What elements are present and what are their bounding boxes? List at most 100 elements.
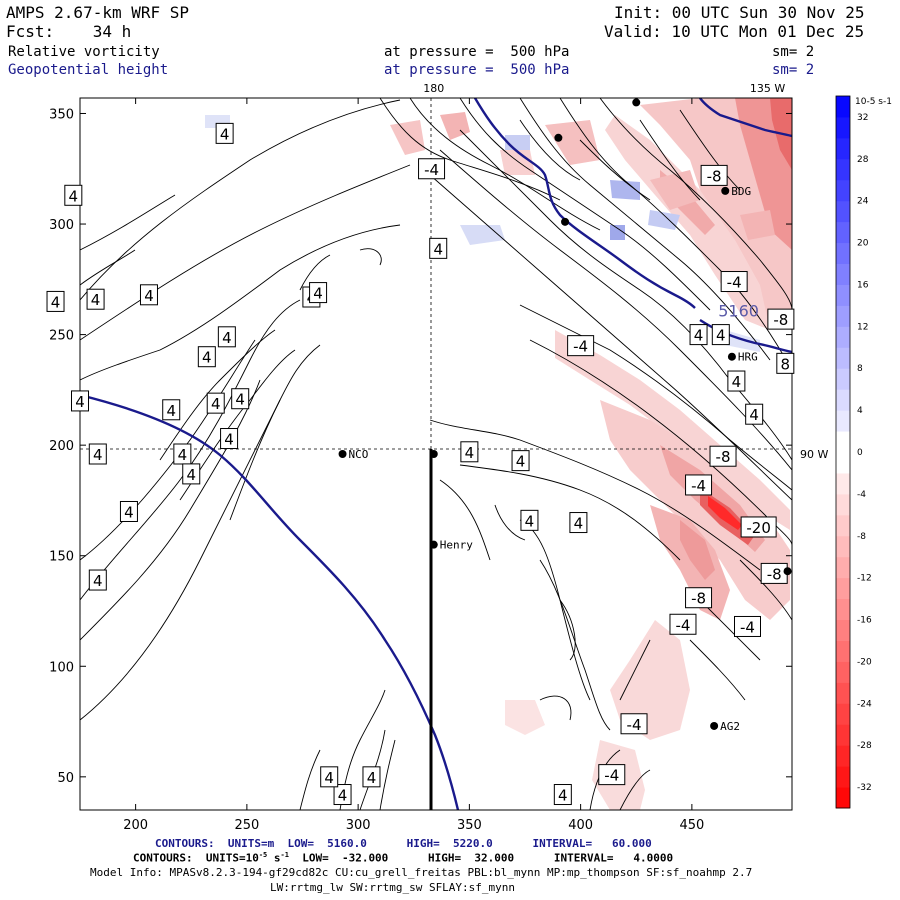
vort-info-c: LOW= -32.000 HIGH= 32.000 INTERVAL= 4.00… xyxy=(288,851,674,865)
contour-label-text: 4 xyxy=(465,444,475,462)
contour-label: 4 xyxy=(711,324,730,346)
contour-label-box xyxy=(220,428,239,450)
field1-smooth: sm= 2 xyxy=(772,44,815,60)
point-marker xyxy=(783,567,792,576)
contour-label-box xyxy=(362,766,381,788)
contour-label-box xyxy=(215,122,234,144)
contour-label-text: -4 xyxy=(740,618,755,636)
contour-label-text: 4 xyxy=(224,431,234,449)
contour-label-text: 8 xyxy=(781,355,791,373)
station-marker xyxy=(721,186,730,195)
contour-label-box xyxy=(553,784,572,806)
station-label: Henry xyxy=(440,539,473,552)
colorbar-tick-label: -12 xyxy=(857,574,872,584)
contour-label-box xyxy=(569,512,588,534)
colorbar-segment xyxy=(836,556,850,579)
contour-label-text: -8 xyxy=(716,448,731,466)
contour-label-text: -4 xyxy=(573,338,588,356)
contour-label-text: -4 xyxy=(727,274,742,292)
height-contour-info: CONTOURS: UNITS=m LOW= 5160.0 HIGH= 5220… xyxy=(155,837,652,850)
contour-label: 4 xyxy=(460,441,479,463)
valid-time: Valid: 10 UTC Mon 01 Dec 25 xyxy=(604,22,865,41)
contour-label-text: 4 xyxy=(235,391,245,409)
contour-label-box xyxy=(119,500,138,522)
axes-layer: 200 250 300 350 400 450 50 100 150 200 250 300 350 18… xyxy=(49,82,828,833)
contour-label: -4 xyxy=(418,158,446,180)
contour-label: 4 xyxy=(64,184,83,206)
contour-label: 4 xyxy=(119,500,138,522)
contour-label-box xyxy=(700,164,728,186)
contour-label-box xyxy=(711,324,730,346)
station-marker xyxy=(338,450,347,458)
colorbar-segment xyxy=(836,221,850,244)
colorbar-segment xyxy=(836,703,850,725)
contour-label-box xyxy=(309,282,328,304)
contour-label-box xyxy=(689,324,708,346)
vort-info-exp2: -1 xyxy=(280,851,289,859)
contour-label: 4 xyxy=(689,324,708,346)
contour-label-box xyxy=(88,443,107,465)
contour-label-box xyxy=(429,237,448,259)
contour-label-text: 4 xyxy=(51,293,61,311)
contour-label: 4 xyxy=(206,392,225,414)
y-tick-label: 350 xyxy=(49,107,74,122)
colorbar-segment xyxy=(836,410,850,432)
contour-label: 4 xyxy=(511,450,530,472)
contour-label-box xyxy=(162,399,181,421)
y-tick-label: 150 xyxy=(49,550,74,565)
colorbar-tick-label: 16 xyxy=(857,280,869,290)
positive-vorticity-shading xyxy=(205,115,760,352)
contour-label-box xyxy=(620,713,648,735)
contour-label-text: 4 xyxy=(220,125,230,143)
contour-label-text: -8 xyxy=(767,565,782,583)
vorticity-contour-info: CONTOURS: UNITS=10-5 s-1 LOW= -32.000 HI… xyxy=(133,852,673,864)
colorbar-tick-label: -8 xyxy=(857,532,866,542)
contour-label: 4 xyxy=(215,122,234,144)
x-tick-label: 300 xyxy=(346,818,371,833)
colorbar-frame xyxy=(835,95,851,809)
contour-label-box xyxy=(767,308,795,330)
vort-info-a: CONTOURS: UNITS=10 xyxy=(133,851,259,865)
contour-label: 4 xyxy=(520,509,539,531)
contour-label-text: 4 xyxy=(749,406,759,424)
colorbar-tick-label: 20 xyxy=(857,239,869,249)
contour-label-box xyxy=(727,370,746,392)
contour-label-text: 4 xyxy=(91,291,101,309)
contour-label-box xyxy=(320,766,339,788)
contour-label-text: -4 xyxy=(424,161,439,179)
contour-label: 4 xyxy=(569,512,588,534)
contour-label: 4 xyxy=(429,237,448,259)
contour-label-text: 4 xyxy=(69,187,79,205)
colorbar-segment xyxy=(836,787,850,809)
station-label: NCO xyxy=(349,448,369,461)
contour-label: -4 xyxy=(567,335,595,357)
contour-label-text: 4 xyxy=(324,769,334,787)
x-tick-label: 250 xyxy=(234,818,259,833)
colorbar-segment xyxy=(836,452,850,474)
colorbar-segment xyxy=(836,116,850,139)
colorbar-segment xyxy=(836,242,850,265)
contour-label-box xyxy=(182,463,201,485)
contour-label-box xyxy=(734,615,761,637)
contour-label: 4 xyxy=(745,403,764,425)
height-contours xyxy=(80,98,792,810)
stations-layer: NCO Henry BDG HRG AG2 xyxy=(338,98,792,733)
contour-label-text: 4 xyxy=(178,446,188,464)
colorbar-segment xyxy=(836,305,850,327)
contour-label-text: 4 xyxy=(313,285,323,303)
contour-label-box xyxy=(88,569,107,591)
contour-label: 4 xyxy=(197,346,216,368)
contour-label: -8 xyxy=(767,308,795,330)
colorbar-segment xyxy=(836,493,850,516)
colorbar-segment xyxy=(836,368,850,390)
contour-label-box xyxy=(567,335,595,357)
contour-label-text: 4 xyxy=(367,769,377,787)
y-tick-label: 50 xyxy=(57,771,74,786)
x-tick-label: 400 xyxy=(568,818,593,833)
colorbar-tick-label: -20 xyxy=(857,657,872,667)
field2-smooth: sm= 2 xyxy=(772,62,815,78)
field1-name: Relative vorticity xyxy=(8,44,160,60)
contour-label: -4 xyxy=(720,271,748,293)
y-tick-label: 300 xyxy=(49,218,74,233)
colorbar-segment xyxy=(836,535,850,558)
